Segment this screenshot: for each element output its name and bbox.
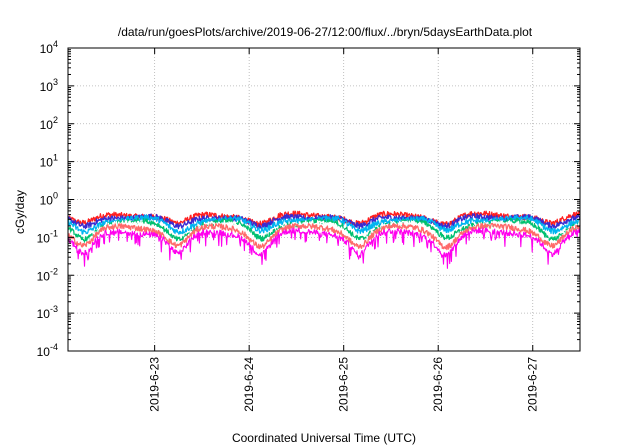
series-line	[67, 213, 581, 230]
y-tick-label: 104	[40, 39, 58, 56]
series-group	[67, 210, 581, 269]
series-line	[67, 210, 581, 228]
chart-title: /data/run/goesPlots/archive/2019-06-27/1…	[118, 25, 533, 39]
y-tick-label: 103	[40, 77, 58, 94]
y-axis-label: cGy/day	[13, 190, 27, 234]
y-tick-label: 102	[40, 115, 58, 132]
x-axis-label: Coordinated Universal Time (UTC)	[232, 431, 416, 445]
series-line	[67, 227, 581, 269]
y-tick-label: 10-2	[37, 266, 58, 283]
y-tick-label: 100	[40, 191, 58, 208]
x-tick-label: 2019-6-24	[242, 357, 256, 412]
x-tick-label: 2019-6-25	[337, 357, 351, 412]
ticks: 10-4 10-3 10-2 10-1 100 101 102 103 104 2019-6-23…	[37, 39, 580, 412]
grid	[68, 48, 580, 351]
y-tick-label: 101	[40, 153, 58, 170]
y-tick-label: 10-3	[37, 304, 58, 321]
y-tick-label: 10-1	[37, 228, 58, 245]
x-tick-label: 2019-6-27	[526, 357, 540, 412]
x-tick-label: 2019-6-23	[148, 357, 162, 412]
x-tick-label: 2019-6-26	[431, 357, 445, 412]
series-line	[67, 214, 581, 235]
series-line	[67, 222, 581, 251]
y-tick-label: 10-4	[37, 342, 58, 359]
